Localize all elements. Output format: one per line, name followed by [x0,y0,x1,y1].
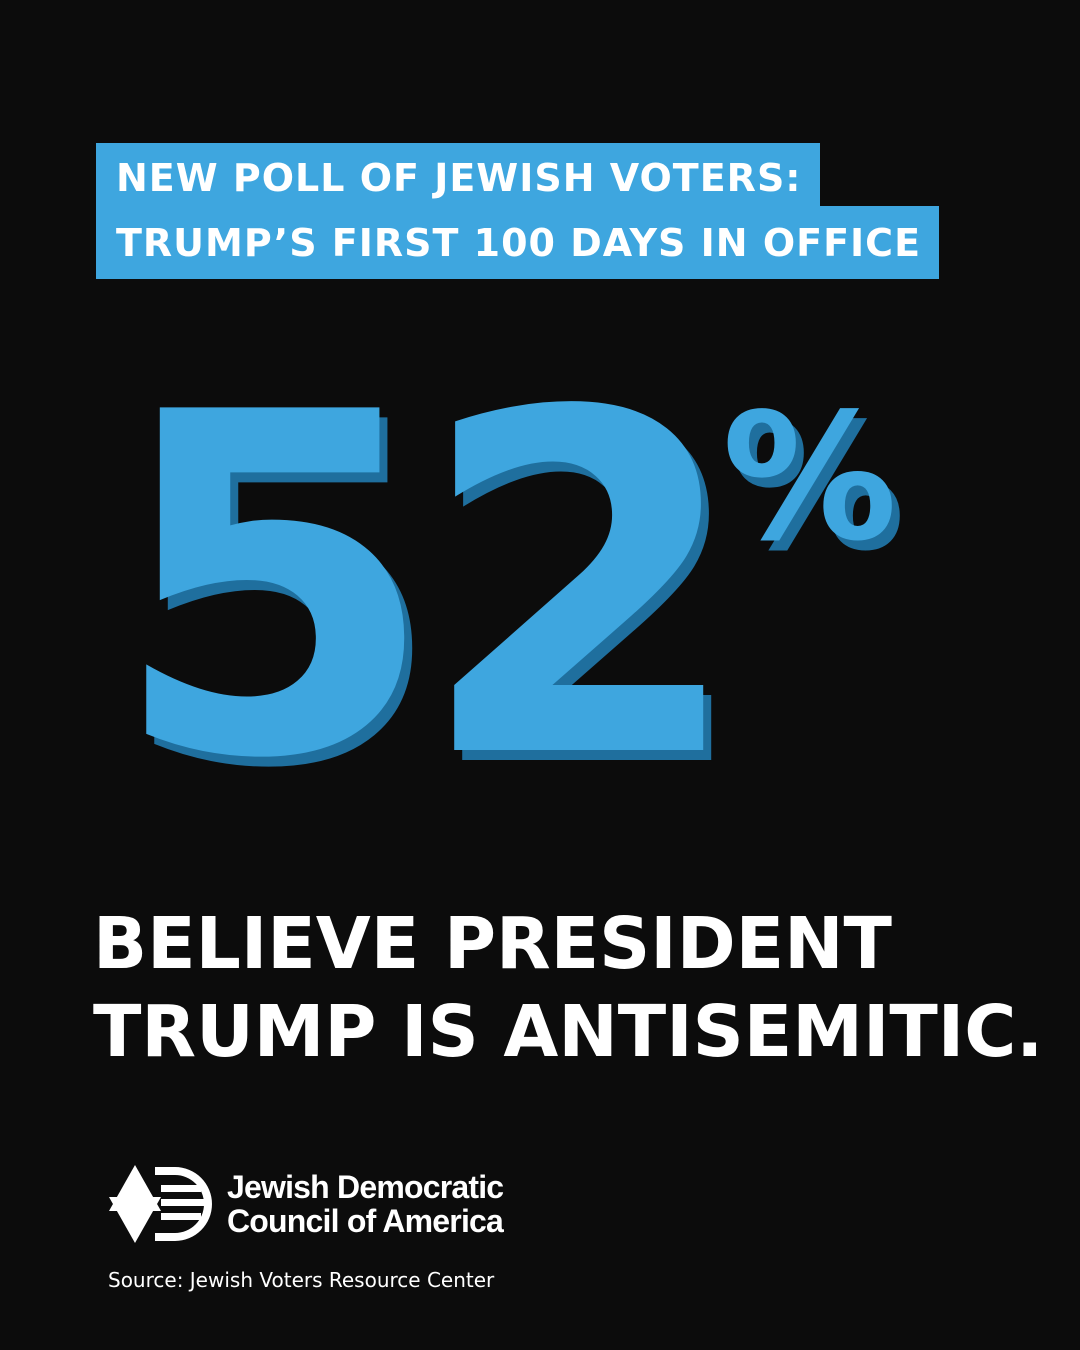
stat-symbol: % [722,377,897,580]
source-note: Source: Jewish Voters Resource Center [108,1268,495,1292]
headline-line-2: TRUMP’S FIRST 100 DAYS IN OFFICE [96,206,940,279]
big-stat-52-percent: 52 % 52 % [110,314,905,820]
stat-symbol-shadow: % [730,387,905,590]
stat-number: 52 [110,314,724,820]
statement-line-1: BELIEVE PRESIDENT [93,902,892,985]
headline-line-1: NEW POLL OF JEWISH VOTERS: [96,143,820,213]
stat-number-shadow: 52 [118,324,732,820]
star-of-david-flag-icon [109,1165,212,1243]
organization-name-line-1: Jewish Democratic [227,1169,504,1205]
organization-name-line-2: Council of America [227,1203,504,1239]
organization-name: Jewish Democratic Council of America [227,1169,504,1239]
statement-line-2: TRUMP IS ANTISEMITIC. [93,990,1044,1073]
statement: BELIEVE PRESIDENT TRUMP IS ANTISEMITIC. [93,900,1043,1076]
